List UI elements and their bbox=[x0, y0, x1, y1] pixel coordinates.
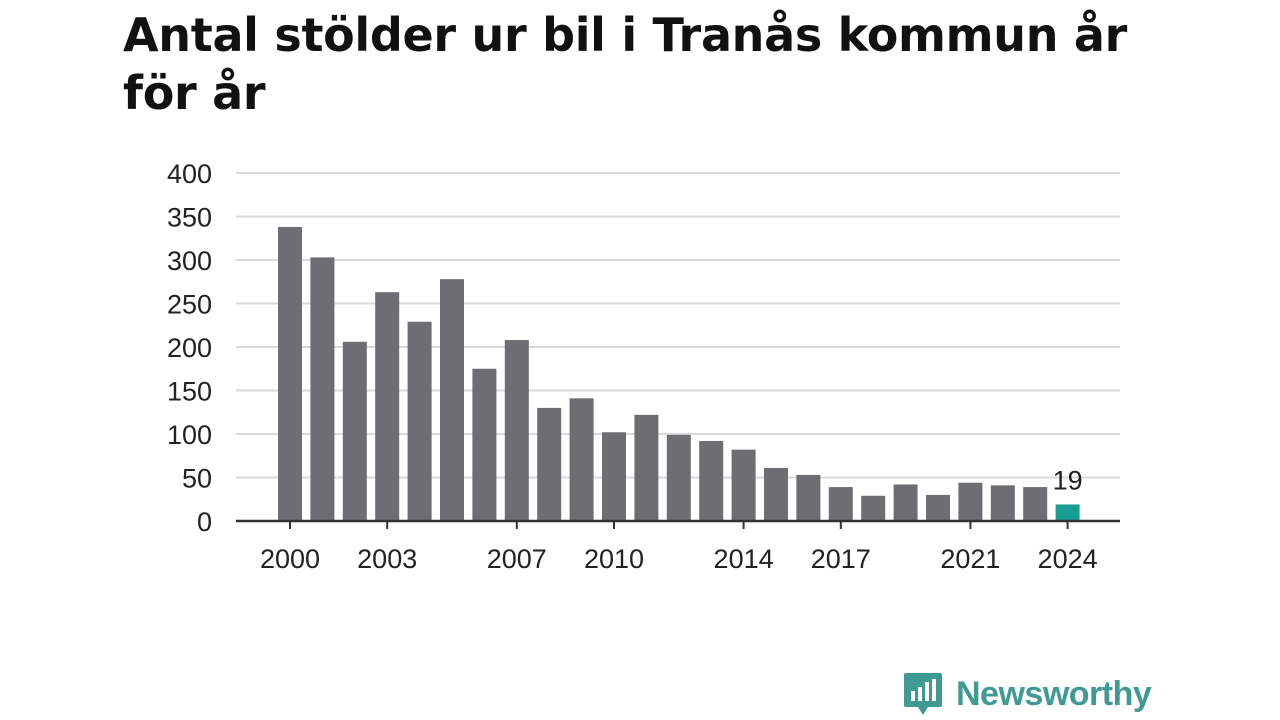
bar-2003 bbox=[375, 292, 400, 521]
y-axis-ticks: 0 50 100 150 200 250 300 350 400 bbox=[167, 159, 212, 537]
bar-2024 bbox=[1055, 504, 1080, 521]
x-tick-label: 2010 bbox=[584, 544, 644, 574]
bar-2008 bbox=[537, 407, 562, 521]
x-axis-ticks: 2000 2003 2007 2010 2014 2017 2021 2024 bbox=[260, 521, 1098, 574]
bar-2023 bbox=[1023, 487, 1048, 521]
newsworthy-logo-icon bbox=[904, 673, 942, 715]
bar-2017 bbox=[828, 487, 853, 521]
bar-2005 bbox=[440, 279, 464, 521]
bar-2020 bbox=[926, 494, 950, 521]
x-tick-label: 2003 bbox=[357, 544, 417, 574]
brand-name: Newsworthy bbox=[956, 674, 1152, 713]
bar-2009 bbox=[569, 398, 594, 521]
x-tick-label: 2017 bbox=[811, 544, 871, 574]
bar-2010 bbox=[602, 432, 626, 521]
y-tick-label: 400 bbox=[167, 159, 212, 189]
y-tick-label: 0 bbox=[197, 507, 212, 537]
x-tick-label: 2000 bbox=[260, 544, 320, 574]
bar-2021 bbox=[958, 482, 983, 521]
bar-2012 bbox=[666, 434, 691, 521]
bar-2004 bbox=[407, 321, 432, 521]
y-tick-label: 200 bbox=[167, 333, 212, 363]
x-tick-label: 2024 bbox=[1038, 544, 1098, 574]
chart-title: Antal stölder ur bil i Tranås kommun år … bbox=[123, 8, 1128, 120]
bars bbox=[278, 226, 1080, 521]
bar-2018 bbox=[861, 495, 886, 521]
y-tick-label: 350 bbox=[167, 203, 212, 233]
y-tick-label: 250 bbox=[167, 290, 212, 320]
bar-2000 bbox=[278, 226, 302, 521]
bar-2007 bbox=[504, 340, 529, 521]
bar-2022 bbox=[990, 485, 1015, 521]
bar-2015 bbox=[764, 467, 788, 521]
y-tick-label: 300 bbox=[167, 246, 212, 276]
bar-2016 bbox=[796, 474, 821, 521]
bar-2014 bbox=[731, 449, 756, 521]
bar-2006 bbox=[472, 368, 497, 521]
newsworthy-logo: Newsworthy bbox=[902, 670, 1152, 718]
highlight-value-label: 19 bbox=[1053, 465, 1083, 495]
bar-2002 bbox=[342, 341, 367, 521]
gridlines bbox=[236, 172, 1120, 479]
x-tick-label: 2007 bbox=[487, 544, 547, 574]
bar-2013 bbox=[699, 440, 724, 521]
x-tick-label: 2014 bbox=[714, 544, 774, 574]
y-tick-label: 150 bbox=[167, 377, 212, 407]
y-tick-label: 100 bbox=[167, 420, 212, 450]
bar-2011 bbox=[634, 414, 659, 521]
bar-2001 bbox=[310, 257, 335, 521]
x-tick-label: 2021 bbox=[940, 544, 1000, 574]
y-tick-label: 50 bbox=[182, 464, 212, 494]
bar-2019 bbox=[893, 484, 918, 521]
